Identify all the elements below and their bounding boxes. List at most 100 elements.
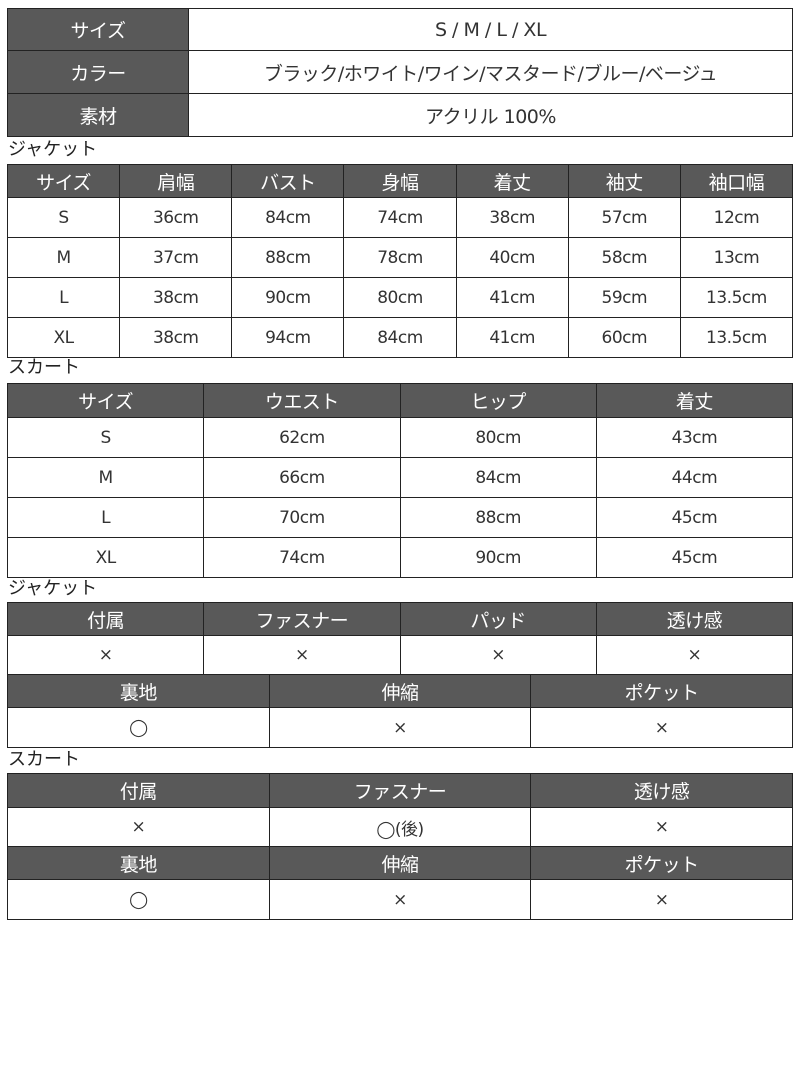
table-cell: 38cm [119, 277, 233, 318]
column-header: 透け感 [530, 773, 793, 808]
column-header: ウエスト [203, 383, 401, 418]
table-cell: 41cm [455, 317, 569, 358]
column-header: 透け感 [595, 602, 794, 636]
table-cell: × [268, 707, 532, 748]
section-title-jacket-attrs: ジャケット [8, 578, 98, 599]
table-cell: × [268, 879, 532, 920]
table-cell: ◯(後) [268, 807, 532, 847]
table-cell: S [6, 197, 121, 238]
table-cell: × [7, 807, 270, 847]
table-row: L 70cm 88cm 45cm [6, 497, 794, 538]
table-row: × ◯(後) × [7, 807, 793, 847]
table-cell: 80cm [343, 277, 457, 318]
spec-row-size: サイズ S / M / L / XL [7, 8, 793, 51]
spec-table: サイズ S / M / L / XL カラー ブラック/ホワイト/ワイン/マスタード… [7, 8, 793, 137]
table-cell: S [6, 417, 205, 458]
table-cell: 78cm [343, 237, 457, 278]
table-cell: × [399, 635, 597, 675]
table-cell: 37cm [119, 237, 233, 278]
jacket-size-table: サイズ 肩幅 バスト 身幅 着丈 袖丈 袖口幅 S 36cm 84cm 74cm 38cm 57cm 12… [6, 164, 794, 358]
table-cell: 90cm [399, 537, 597, 578]
table-cell: M [6, 237, 121, 278]
column-header: 付属 [6, 602, 205, 636]
table-row: ◯ × × [7, 707, 793, 748]
table-cell: 40cm [455, 237, 569, 278]
column-header: サイズ [6, 383, 205, 418]
table-cell: 36cm [119, 197, 233, 238]
table-row: L 38cm 90cm 80cm 41cm 59cm 13.5cm [6, 277, 794, 318]
column-header: 着丈 [455, 164, 569, 198]
table-cell: 12cm [679, 197, 794, 238]
spec-value: アクリル 100% [188, 93, 793, 137]
spec-label: 素材 [7, 93, 189, 137]
table-cell: 94cm [231, 317, 345, 358]
table-cell: L [6, 497, 205, 538]
skirt-attrs-table-2: 裏地 伸縮 ポケット ◯ × × [7, 846, 793, 920]
table-cell: 70cm [203, 497, 401, 538]
skirt-size-table: サイズ ウエスト ヒップ 着丈 S 62cm 80cm 43cm M 66cm 84cm 44cm L 7… [6, 383, 794, 578]
table-row: × × × × [6, 635, 794, 675]
table-cell: ◯ [7, 879, 270, 920]
column-header: 伸縮 [268, 846, 532, 880]
column-header: 裏地 [7, 674, 270, 708]
jacket-attrs-table-1: 付属 ファスナー パッド 透け感 × × × × [6, 602, 794, 675]
header-row: 付属 ファスナー 透け感 [7, 773, 793, 808]
column-header: ファスナー [268, 773, 532, 808]
table-cell: 59cm [567, 277, 681, 318]
column-header: 肩幅 [119, 164, 233, 198]
column-header: パッド [399, 602, 597, 636]
table-row: XL 74cm 90cm 45cm [6, 537, 794, 578]
header-row: 裏地 伸縮 ポケット [7, 674, 793, 708]
column-header: 身幅 [343, 164, 457, 198]
column-header: 伸縮 [268, 674, 532, 708]
table-row: M 66cm 84cm 44cm [6, 457, 794, 498]
table-cell: × [530, 707, 793, 748]
column-header: 袖口幅 [679, 164, 794, 198]
spec-label: カラー [7, 50, 189, 94]
column-header: ポケット [530, 846, 793, 880]
column-header: バスト [231, 164, 345, 198]
table-cell: 84cm [399, 457, 597, 498]
table-cell: 74cm [343, 197, 457, 238]
table-cell: × [203, 635, 401, 675]
table-cell: 38cm [119, 317, 233, 358]
table-cell: 60cm [567, 317, 681, 358]
table-cell: 13.5cm [679, 277, 794, 318]
table-cell: 13cm [679, 237, 794, 278]
table-cell: 62cm [203, 417, 401, 458]
column-header: 裏地 [7, 846, 270, 880]
table-cell: XL [6, 537, 205, 578]
table-cell: 13.5cm [679, 317, 794, 358]
table-cell: XL [6, 317, 121, 358]
table-cell: 45cm [595, 537, 794, 578]
column-header: 付属 [7, 773, 270, 808]
spec-value: S / M / L / XL [188, 8, 793, 51]
table-cell: × [530, 807, 793, 847]
header-row: サイズ 肩幅 バスト 身幅 着丈 袖丈 袖口幅 [6, 164, 794, 198]
table-cell: 88cm [399, 497, 597, 538]
table-cell: 58cm [567, 237, 681, 278]
table-row: S 62cm 80cm 43cm [6, 417, 794, 458]
table-cell: 74cm [203, 537, 401, 578]
spec-row-color: カラー ブラック/ホワイト/ワイン/マスタード/ブルー/ベージュ [7, 50, 793, 94]
column-header: ファスナー [203, 602, 401, 636]
table-row: ◯ × × [7, 879, 793, 920]
table-cell: × [595, 635, 794, 675]
table-cell: 84cm [231, 197, 345, 238]
table-cell: 43cm [595, 417, 794, 458]
spec-label: サイズ [7, 8, 189, 51]
table-cell: 41cm [455, 277, 569, 318]
header-row: 付属 ファスナー パッド 透け感 [6, 602, 794, 636]
column-header: ポケット [530, 674, 793, 708]
table-cell: 66cm [203, 457, 401, 498]
table-row: M 37cm 88cm 78cm 40cm 58cm 13cm [6, 237, 794, 278]
column-header: サイズ [6, 164, 121, 198]
column-header: 着丈 [595, 383, 794, 418]
table-cell: 44cm [595, 457, 794, 498]
table-row: S 36cm 84cm 74cm 38cm 57cm 12cm [6, 197, 794, 238]
spec-value: ブラック/ホワイト/ワイン/マスタード/ブルー/ベージュ [188, 50, 793, 94]
spec-row-material: 素材 アクリル 100% [7, 93, 793, 137]
table-cell: M [6, 457, 205, 498]
header-row: 裏地 伸縮 ポケット [7, 846, 793, 880]
section-title-skirt: スカート [8, 357, 80, 378]
